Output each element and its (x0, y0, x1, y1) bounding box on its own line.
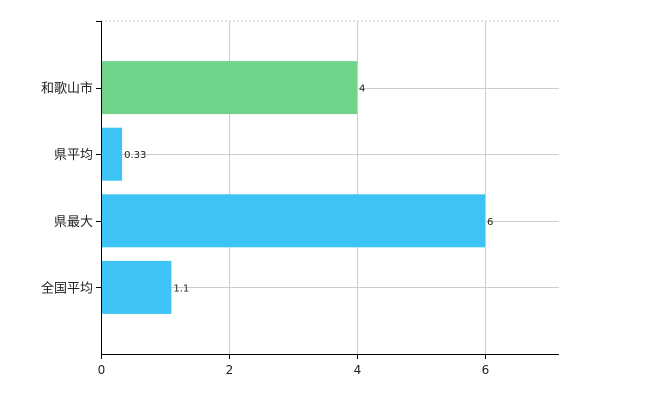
x-tick-label-3: 6 (482, 363, 490, 377)
value-label-3: 1.1 (173, 283, 189, 294)
axes (96, 21, 559, 359)
labels: 4 和歌山市 0.33 県平均 6 県最大 1.1 全国平均 0 2 4 6 (41, 81, 493, 377)
bar-1 (101, 127, 123, 181)
category-label-0: 和歌山市 (41, 81, 93, 97)
x-tick-label-0: 0 (98, 363, 106, 377)
category-label-3: 全国平均 (41, 280, 93, 296)
bar-2 (101, 194, 485, 248)
x-tick-label-1: 2 (226, 363, 234, 377)
value-label-1: 0.33 (124, 150, 146, 161)
value-label-0: 4 (359, 84, 365, 95)
category-label-1: 県平均 (54, 148, 93, 163)
bar-3 (101, 260, 172, 314)
bars (101, 61, 485, 314)
category-label-2: 県最大 (54, 215, 93, 230)
bar-0 (101, 61, 357, 115)
x-tick-label-2: 4 (354, 363, 362, 377)
value-label-2: 6 (487, 217, 493, 228)
